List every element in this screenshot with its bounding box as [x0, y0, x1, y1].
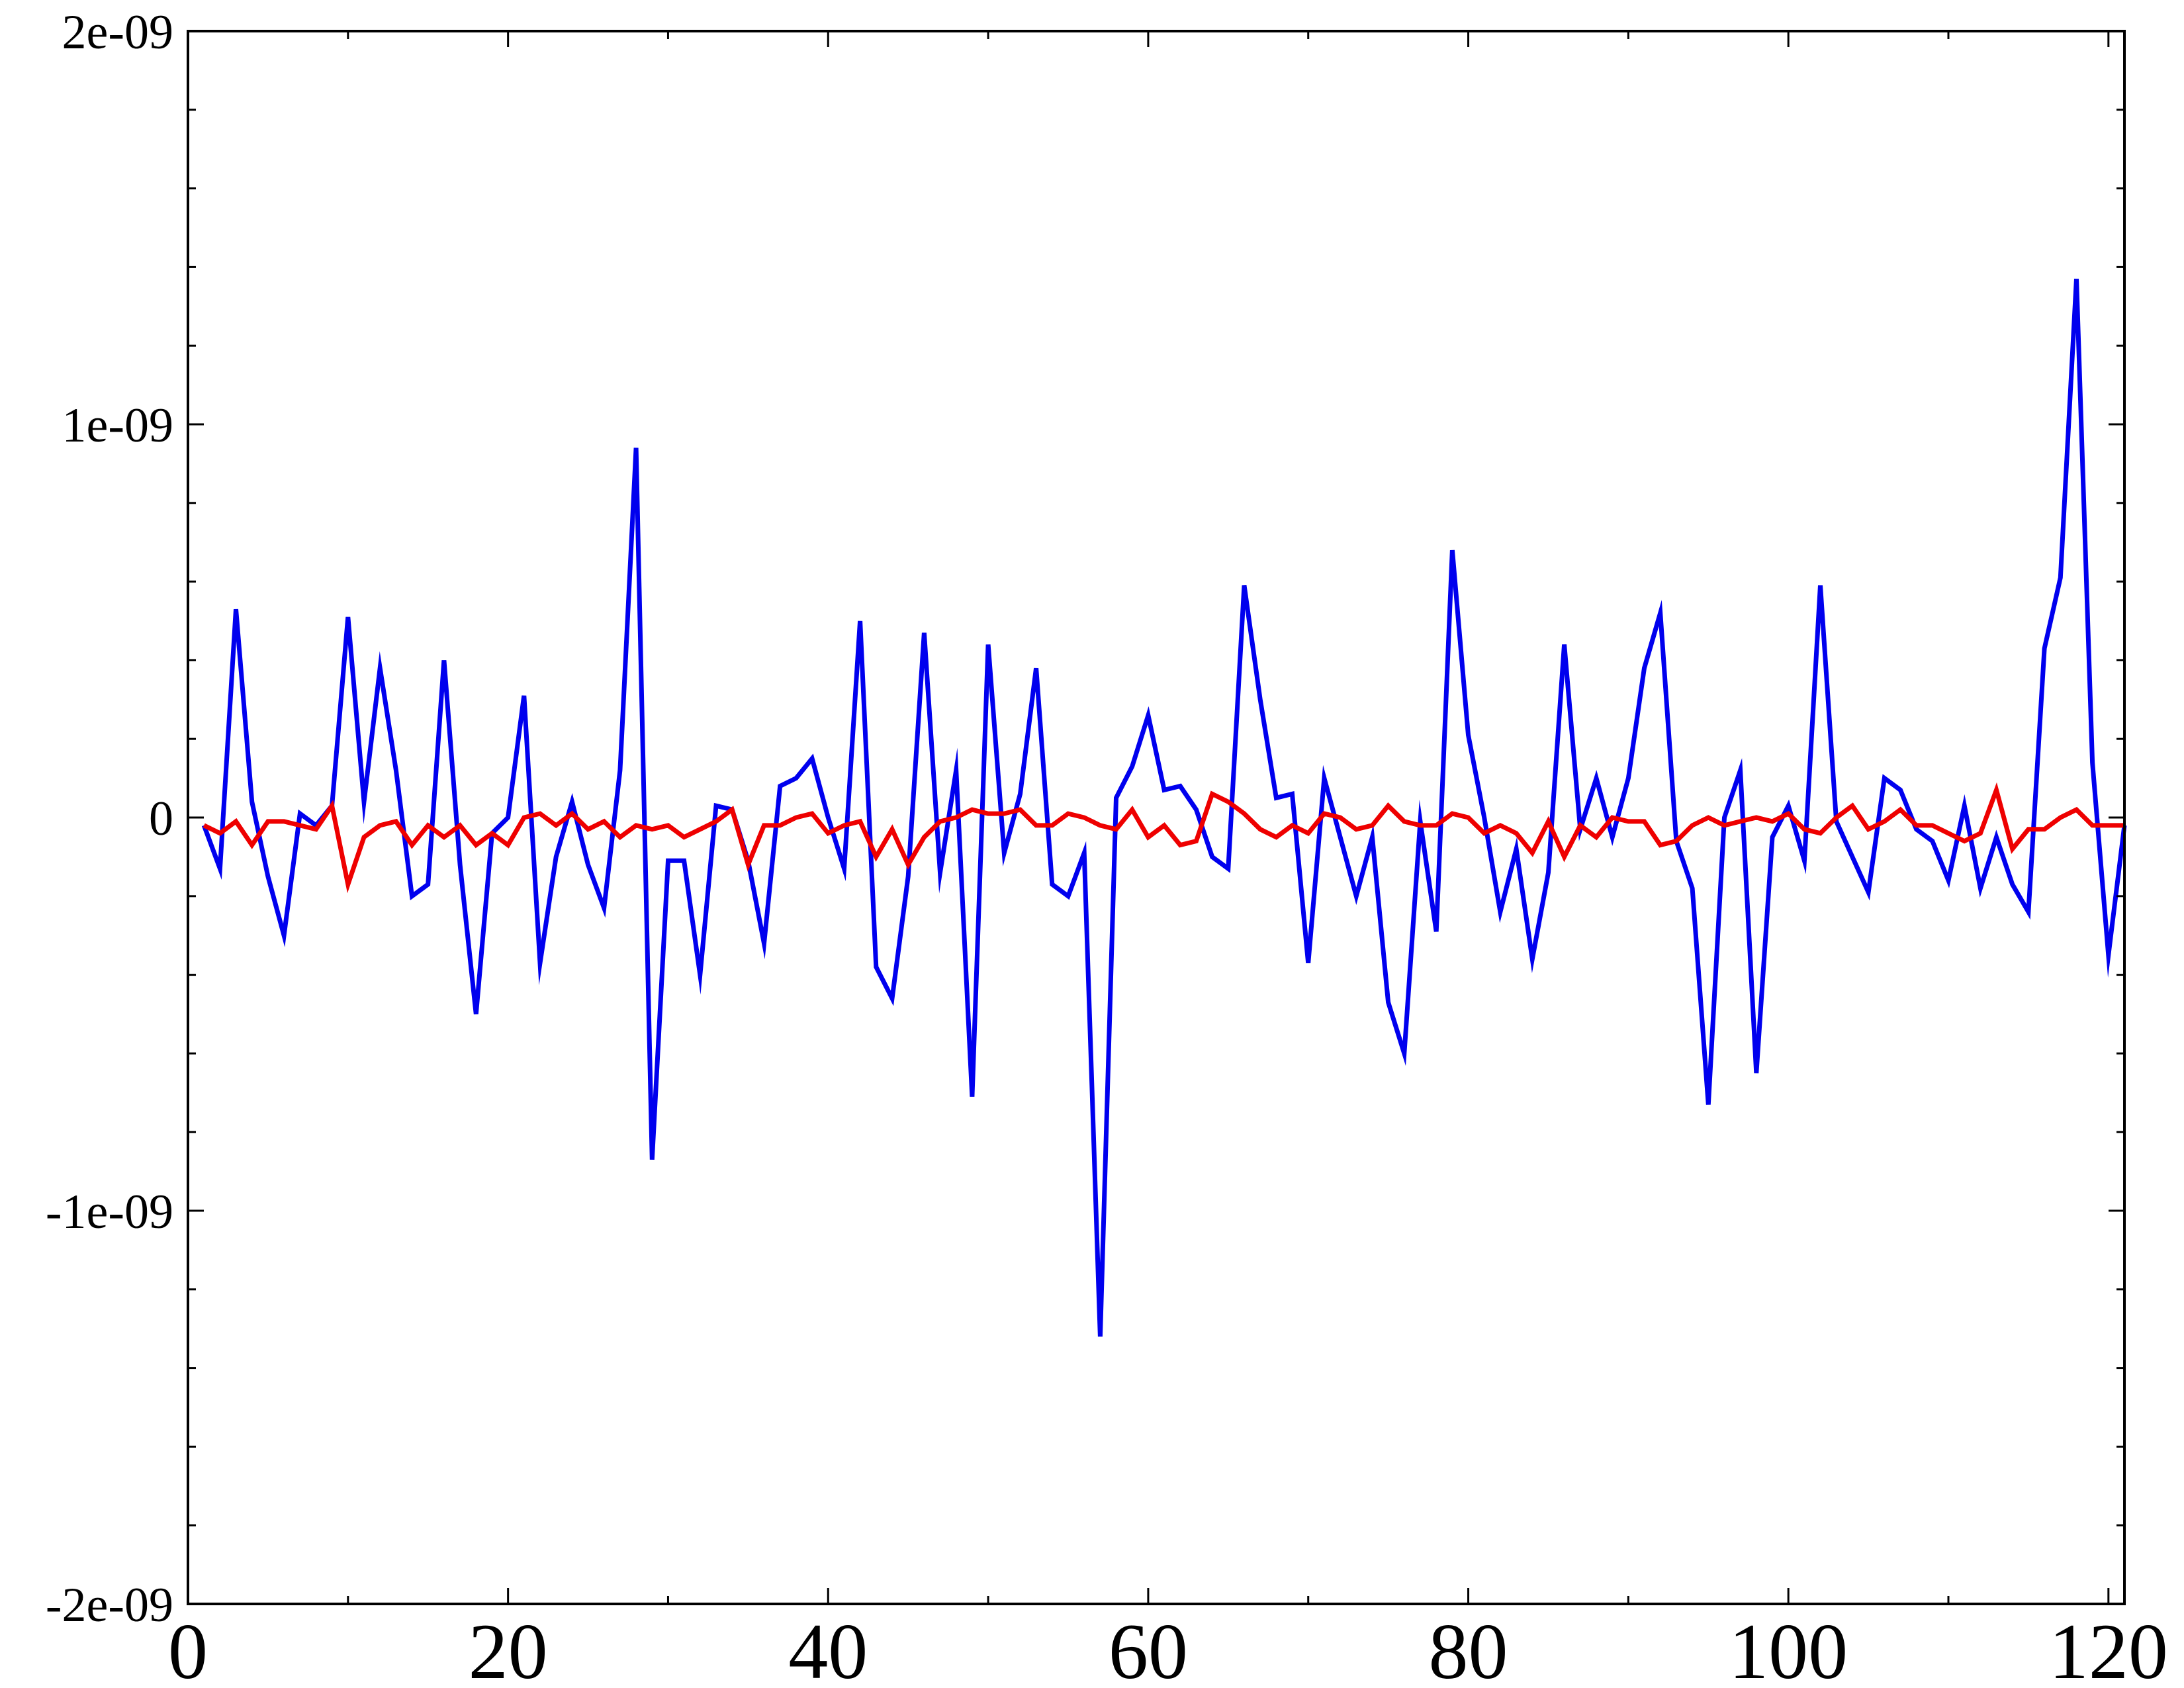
x-tick-label: 60: [1109, 1607, 1188, 1688]
plot-frame: [187, 30, 2126, 1605]
y-tick-label: -1e-09: [46, 1185, 173, 1239]
series-line-1: [201, 279, 2127, 1337]
y-tick-label: 2e-09: [62, 5, 174, 60]
series-layer: [201, 279, 2127, 1337]
x-tick-label: 20: [469, 1607, 548, 1688]
x-tick-label: 40: [788, 1607, 868, 1688]
x-tick-label: 100: [1729, 1607, 1848, 1688]
x-tick-label: 120: [2049, 1607, 2168, 1688]
x-tick-label: 80: [1429, 1607, 1508, 1688]
tick-labels: 0 20 40 60 80 100 120 -2e-09 -1e-09 0 1e-09 2e-09: [46, 5, 2168, 1688]
y-tick-label: 1e-09: [62, 399, 174, 453]
x-tick-label: 0: [168, 1607, 208, 1688]
y-tick-label: -2e-09: [46, 1578, 173, 1632]
y-tick-label: 0: [149, 792, 173, 846]
series-line-2: [203, 782, 2124, 894]
